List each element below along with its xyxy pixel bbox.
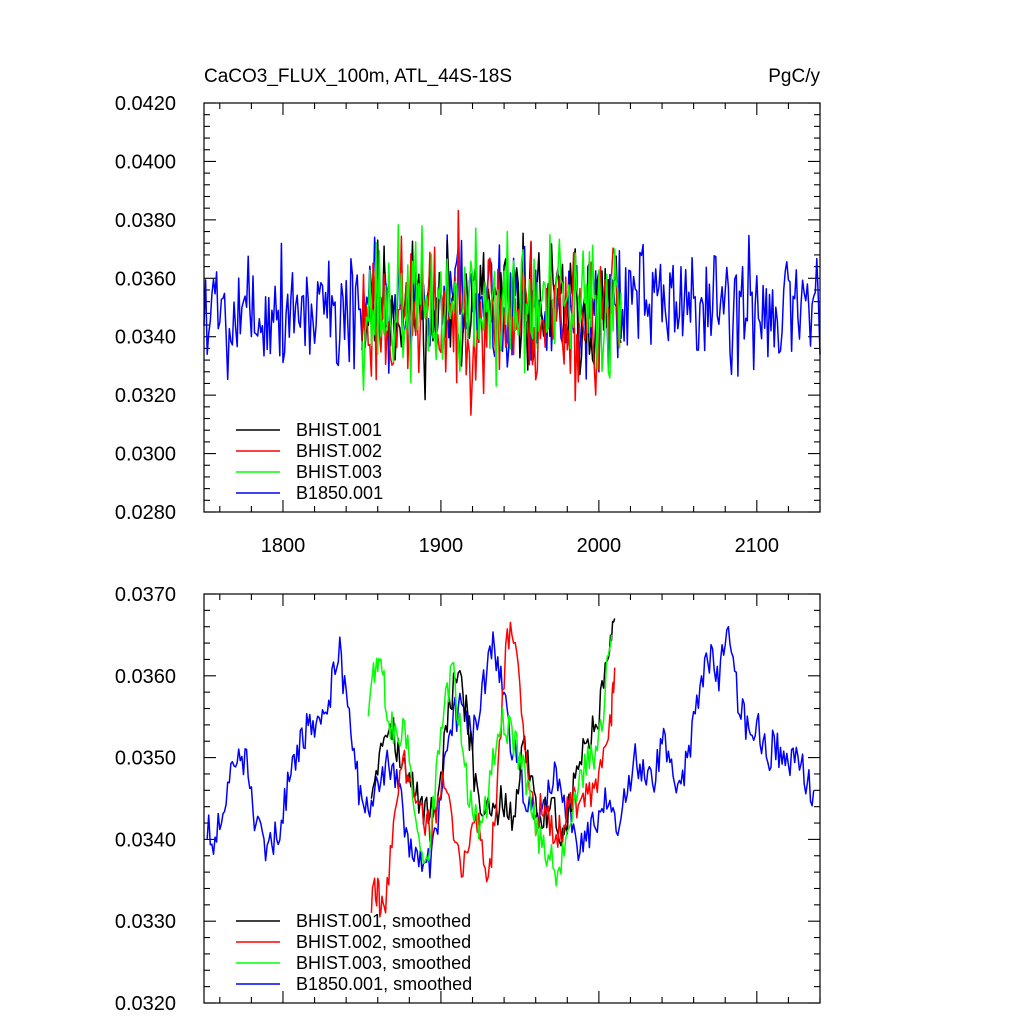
x-tick-label: 2000 [577, 535, 622, 557]
x-tick-label: 1800 [261, 535, 306, 557]
legend-label: BHIST.001, smoothed [296, 911, 471, 931]
top-series-lines [203, 209, 821, 416]
bottom-panel: 0.0320 0.0330 0.0340 0.0350 0.0360 0.0370 BHI… [115, 584, 821, 1015]
top-panel: CaCO3_FLUX_100m, ATL_44S-18S PgC/y 0.028… [115, 66, 821, 557]
bottom-plot-frame [203, 593, 821, 1004]
y-tick-label: 0.0360 [115, 666, 176, 688]
y-tick-label: 0.0420 [115, 93, 176, 115]
y-tick-label: 0.0380 [115, 210, 176, 232]
y-tick-label: 0.0280 [115, 502, 176, 524]
series-line-bhist-002 [361, 209, 622, 416]
series-line-bhist-003-smoothed [367, 634, 613, 887]
top-panel-units: PgC/y [768, 66, 820, 87]
y-tick-label: 0.0370 [115, 584, 176, 606]
legend-label: BHIST.003 [296, 462, 382, 482]
legend-label: BHIST.001 [296, 420, 382, 440]
series-line-bhist-003 [361, 224, 622, 391]
bottom-series-lines [206, 618, 815, 918]
series-line-bhist-001-smoothed [370, 618, 616, 847]
y-tick-label: 0.0300 [115, 444, 176, 466]
y-tick-label: 0.0350 [115, 748, 176, 770]
x-tick-label: 2100 [735, 535, 780, 557]
y-tick-label: 0.0340 [115, 829, 176, 851]
y-tick-label: 0.0360 [115, 268, 176, 290]
series-line-b1850-001-smoothed [206, 625, 815, 879]
legend-label: BHIST.002, smoothed [296, 932, 471, 952]
y-tick-label: 0.0330 [115, 911, 176, 933]
x-tick-label: 1900 [419, 535, 464, 557]
series-line-bhist-002-smoothed [370, 621, 616, 918]
y-tick-label: 0.0340 [115, 327, 176, 349]
bottom-axis-ticks: 0.0320 0.0330 0.0340 0.0350 0.0360 0.0370 [115, 584, 821, 1015]
y-tick-label: 0.0320 [115, 993, 176, 1015]
y-tick-label: 0.0400 [115, 151, 176, 173]
top-plot-frame [203, 102, 821, 513]
top-axis-ticks: 0.0280 0.0300 0.0320 0.0340 0.0360 0.0380 0.04… [115, 93, 821, 557]
legend-label: BHIST.002 [296, 441, 382, 461]
legend-label: BHIST.003, smoothed [296, 953, 471, 973]
top-panel-title: CaCO3_FLUX_100m, ATL_44S-18S [204, 66, 512, 87]
legend-label: B1850.001, smoothed [296, 974, 472, 994]
y-tick-label: 0.0320 [115, 385, 176, 407]
legend-label: B1850.001 [296, 483, 383, 503]
series-line-b1850-001 [203, 234, 821, 381]
